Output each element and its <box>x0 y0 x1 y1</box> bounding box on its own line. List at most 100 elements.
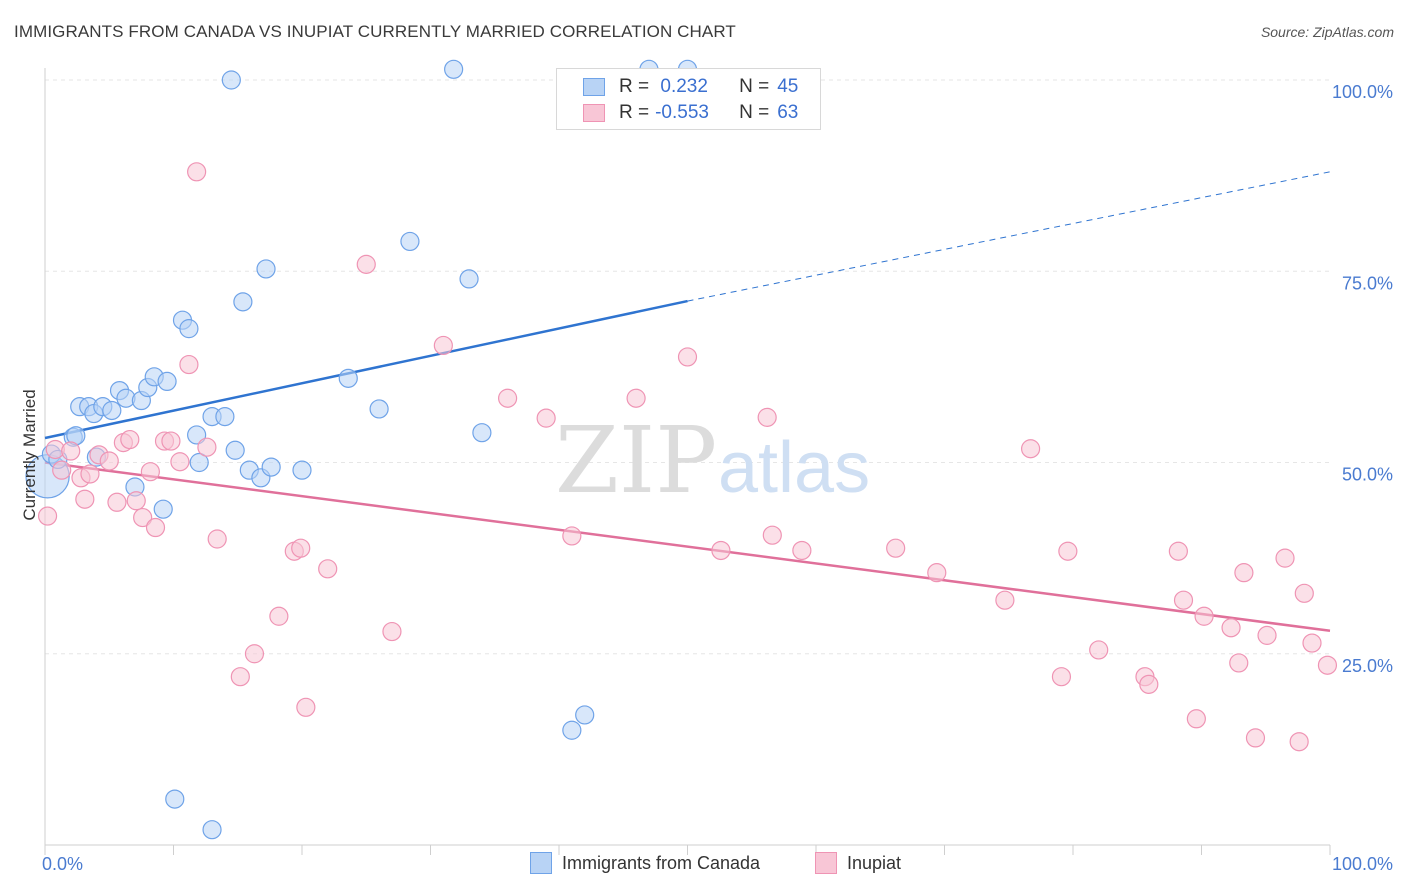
bottom-legend-label-inupiat: Inupiat <box>847 852 902 873</box>
point-inupiat <box>762 525 782 545</box>
trend-lines <box>44 171 1331 633</box>
y-tick-label: 100.0% <box>1332 82 1393 102</box>
point-inupiat <box>230 667 250 687</box>
point-canada <box>472 423 492 443</box>
point-inupiat <box>382 621 402 642</box>
point-inupiat <box>269 606 289 626</box>
point-inupiat <box>197 437 217 457</box>
bottom-legend-canada: Immigrants from Canada <box>530 852 760 874</box>
point-inupiat <box>356 254 376 274</box>
point-inupiat <box>318 559 338 579</box>
bottom-legend-inupiat: Inupiat <box>815 852 901 874</box>
legend-row-canada: R = 0.232 N = 45 <box>583 75 798 99</box>
legend-swatch-inupiat <box>583 104 605 122</box>
point-inupiat <box>995 590 1015 610</box>
point-inupiat <box>711 540 731 561</box>
point-inupiat <box>187 162 207 182</box>
point-inupiat <box>536 408 556 428</box>
point-inupiat <box>1302 633 1322 653</box>
point-inupiat <box>1051 667 1072 687</box>
point-inupiat <box>1168 541 1188 561</box>
x-tick-label-start: 0.0% <box>42 854 83 874</box>
source-label: Source: ZipAtlas.com <box>1260 24 1394 40</box>
point-inupiat <box>1194 606 1214 626</box>
point-canada <box>179 319 199 339</box>
point-inupiat <box>75 489 95 509</box>
point-inupiat <box>244 644 265 664</box>
point-inupiat <box>107 492 127 512</box>
y-tick-label: 75.0% <box>1342 273 1393 293</box>
point-inupiat <box>626 388 646 408</box>
legend-r-label: R = <box>619 76 650 97</box>
y-tick-label: 25.0% <box>1342 656 1393 676</box>
point-inupiat <box>1245 728 1266 748</box>
point-inupiat <box>1229 653 1249 673</box>
point-inupiat <box>1089 640 1109 660</box>
x-tick-label-end: 100.0% <box>1332 854 1393 874</box>
watermark: ZIP atlas <box>555 407 870 514</box>
point-inupiat <box>52 460 72 480</box>
point-canada <box>189 452 209 473</box>
point-canada <box>215 407 235 427</box>
point-inupiat <box>1317 655 1338 675</box>
point-inupiat <box>126 491 146 511</box>
point-inupiat <box>145 517 166 538</box>
point-canada <box>338 368 358 388</box>
y-tick-label: 50.0% <box>1342 465 1393 485</box>
point-canada <box>444 59 464 79</box>
point-inupiat <box>1257 625 1277 645</box>
legend-row-inupiat: R = -0.553 N = 63 <box>583 101 798 125</box>
watermark-zip: ZIP <box>555 407 717 514</box>
point-inupiat <box>80 464 100 484</box>
bottom-legend-swatch-inupiat <box>815 852 837 874</box>
point-inupiat <box>179 354 199 375</box>
legend-n-label: N = <box>739 76 770 97</box>
point-canada <box>153 499 173 519</box>
bottom-legend-label-canada: Immigrants from Canada <box>562 852 761 873</box>
trend-line-1 <box>44 461 1331 633</box>
trend-line-extension-0 <box>687 171 1331 302</box>
point-canada <box>400 231 420 252</box>
point-inupiat <box>1289 732 1309 752</box>
point-inupiat <box>1173 590 1194 610</box>
point-canada <box>165 789 185 809</box>
point-canada <box>221 70 241 90</box>
point-inupiat <box>498 388 518 408</box>
point-inupiat <box>792 540 812 561</box>
watermark-atlas: atlas <box>718 428 870 508</box>
legend-r-value: 0.232 <box>655 76 708 97</box>
point-inupiat <box>886 538 906 558</box>
legend-n-label: N = <box>739 102 770 123</box>
point-canada <box>459 269 479 289</box>
chart-title: IMMIGRANTS FROM CANADA VS INUPIAT CURREN… <box>14 22 736 41</box>
legend-swatch-canada <box>583 78 605 96</box>
point-inupiat <box>133 507 153 528</box>
point-inupiat <box>296 697 316 717</box>
point-canada <box>369 399 389 419</box>
stats-legend: R = 0.232 N = 45 R = -0.553 N = 63 <box>556 68 821 130</box>
point-inupiat <box>433 335 453 356</box>
point-inupiat <box>1294 583 1314 603</box>
point-canada <box>187 425 207 445</box>
point-inupiat <box>99 451 119 471</box>
legend-r-value: -0.553 <box>655 102 709 123</box>
point-canada <box>292 460 312 480</box>
legend-n-value: 45 <box>777 76 799 97</box>
point-inupiat <box>1234 563 1254 583</box>
point-inupiat <box>562 526 582 546</box>
point-inupiat <box>161 431 181 451</box>
point-inupiat <box>1020 439 1041 459</box>
point-inupiat <box>61 441 81 461</box>
trend-line-0 <box>44 299 688 440</box>
point-canada <box>102 400 122 421</box>
point-canada <box>575 705 595 725</box>
point-inupiat <box>1139 674 1159 694</box>
tick-labels: 25.0% 50.0% 75.0% 100.0% 0.0% 100.0% <box>42 82 1393 874</box>
point-inupiat <box>1221 618 1241 638</box>
point-inupiat <box>677 347 698 367</box>
point-inupiat <box>140 462 160 482</box>
y-axis-label: Currently Married <box>20 389 39 520</box>
point-canada <box>225 440 245 460</box>
point-inupiat <box>1186 709 1206 729</box>
